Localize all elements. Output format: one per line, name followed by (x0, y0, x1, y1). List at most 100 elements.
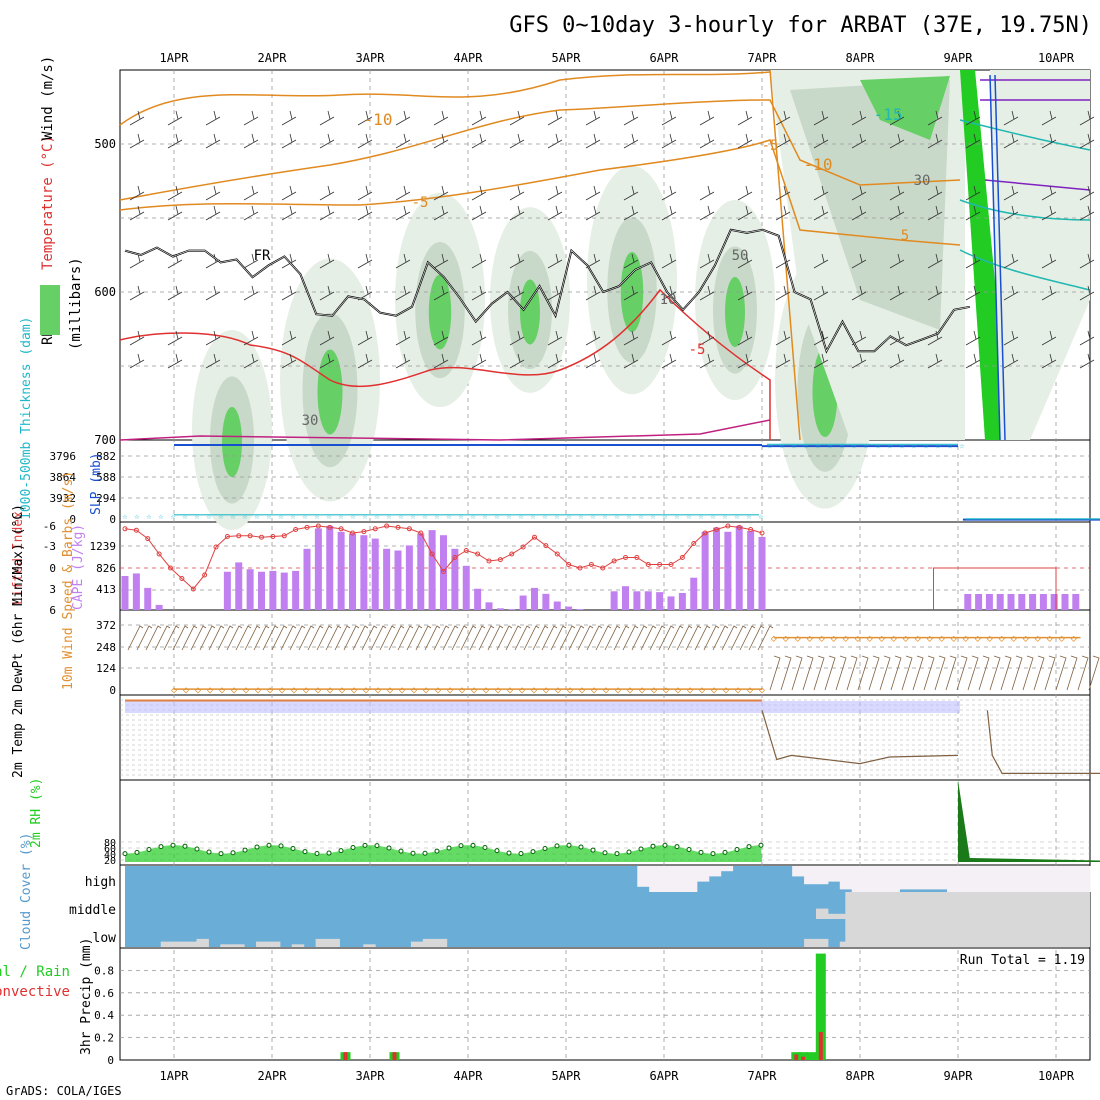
contour-label: -5 (689, 342, 706, 358)
cape-bar (735, 525, 743, 610)
wind-speed-marker: ◇ (903, 634, 909, 645)
rh-area (958, 780, 1100, 862)
upper-wind-barb (243, 330, 259, 346)
rh-area (125, 845, 762, 862)
cloud-low-cell (815, 938, 829, 947)
precip-tick-label: 0.8 (94, 964, 114, 977)
upper-wind-barb (585, 205, 601, 221)
wind-speed-marker: ◇ (231, 685, 237, 696)
wind-speed-marker: ◇ (183, 685, 189, 696)
top-date-axis: 1APR 2APR 3APR 4APR 5APR 6APR 7APR 8APR 9APR 10AP… (160, 51, 1075, 65)
thickness-marker: ☆ (338, 512, 344, 522)
bottom-date-label: 5APR (552, 1069, 582, 1083)
upper-wind-barb (623, 253, 639, 269)
isotherm-red (119, 288, 771, 440)
upper-wind-barb (1003, 110, 1019, 126)
lifted-index-point (452, 555, 458, 560)
lifted-index-point (236, 533, 242, 539)
lifted-index-point (623, 555, 628, 560)
upper-wind-barb (965, 110, 981, 126)
cloud-low-cell (232, 944, 245, 947)
upper-wind-barb (433, 253, 449, 269)
top-date-label: 8APR (846, 51, 876, 65)
contour-label: FR (254, 248, 271, 264)
wind-barb (802, 655, 814, 691)
upper-wind-barb (813, 285, 829, 301)
rh-point (674, 844, 680, 850)
lifted-index-point (156, 551, 162, 557)
upper-wind-barb (661, 133, 677, 149)
upper-wind-barb (737, 205, 753, 221)
upper-wind-barb (357, 205, 373, 221)
upper-wind-barb (737, 253, 753, 269)
cape-bar (519, 595, 527, 610)
thickness-marker: ☆ (266, 512, 272, 522)
upper-wind-barb (509, 330, 525, 346)
cape-bar (724, 531, 732, 610)
thickness-marker: ☆ (422, 512, 428, 522)
cape-bar (565, 606, 573, 610)
upper-wind-barb (585, 330, 601, 346)
upper-wind-barb (243, 185, 259, 201)
rh-point (758, 842, 764, 848)
wind-barb (379, 625, 396, 651)
wind-speed-marker: ◇ (699, 685, 705, 696)
wind-barb (1077, 655, 1089, 691)
lifted-index-point (213, 544, 219, 550)
cloud-low-cell (184, 941, 197, 947)
lifted-index-point (315, 523, 321, 529)
upper-wind-barb (547, 205, 563, 221)
thickness-marker: ☆ (182, 512, 188, 522)
thickness-marker: ☆ (803, 441, 809, 451)
wind-barb (757, 625, 774, 651)
thickness-marker: ☆ (899, 441, 905, 451)
wind-barb (289, 625, 306, 651)
upper-wind-barb (547, 285, 563, 301)
upper-wind-barb (205, 110, 221, 126)
cloud-high-cell (1006, 866, 1020, 892)
contour-label: -10 (364, 110, 393, 129)
rh-point (218, 851, 224, 857)
upper-wind-barb (699, 110, 715, 126)
wind-speed-marker: ◇ (1071, 634, 1077, 645)
upper-wind-barb (167, 205, 183, 221)
isotherm-orange (119, 71, 771, 126)
cape-bar (633, 591, 641, 610)
wind-barb (487, 625, 504, 651)
lifted-index-point (645, 562, 651, 567)
upper-wind-barb (471, 110, 487, 126)
wind-speed-marker: ◇ (819, 634, 825, 645)
wind-axis-label: 10m Wind Speed & Barbs (m/s) (61, 471, 76, 690)
upper-wind-barb (775, 285, 791, 301)
lifted-index-point (338, 526, 344, 532)
wind-barb (813, 655, 825, 691)
wind-barb (890, 655, 902, 691)
thickness-marker: ☆ (815, 441, 821, 451)
thickness-marker: ☆ (935, 441, 941, 451)
upper-wind-barb (1079, 330, 1095, 346)
cloud-high-cell (970, 866, 984, 892)
upper-wind-barb (1041, 353, 1057, 369)
rh-point (374, 843, 380, 849)
wind-barb (769, 655, 781, 691)
thickness-marker: ☆ (590, 512, 596, 522)
thickness-marker: ☆ (710, 512, 716, 522)
lifted-index-point (463, 548, 469, 553)
thickness-marker: ☆ (410, 512, 416, 522)
cape-bar (303, 548, 311, 610)
pressure-tick-label: 500 (94, 137, 116, 151)
upper-wind-barb (1003, 285, 1019, 301)
cape-bar (474, 588, 482, 610)
legend-rh-swatch (40, 285, 60, 335)
thickness-marker: ☆ (302, 512, 308, 522)
top-date-label: 10APR (1038, 51, 1075, 65)
upper-wind-barb (281, 205, 297, 221)
plot-panels: 1APR 2APR 3APR 4APR 5APR 6APR 7APR 8APR 9APR 10AP… (0, 56, 1100, 1083)
slp-tick-label: 0 (109, 513, 116, 526)
upper-wind-barb (319, 205, 335, 221)
lifted-index-point (691, 541, 697, 546)
upper-wind-barb (167, 285, 183, 301)
thickness-marker: ☆ (206, 512, 212, 522)
wind-speed-marker: ◇ (975, 634, 981, 645)
thickness-marker: ☆ (638, 512, 644, 522)
